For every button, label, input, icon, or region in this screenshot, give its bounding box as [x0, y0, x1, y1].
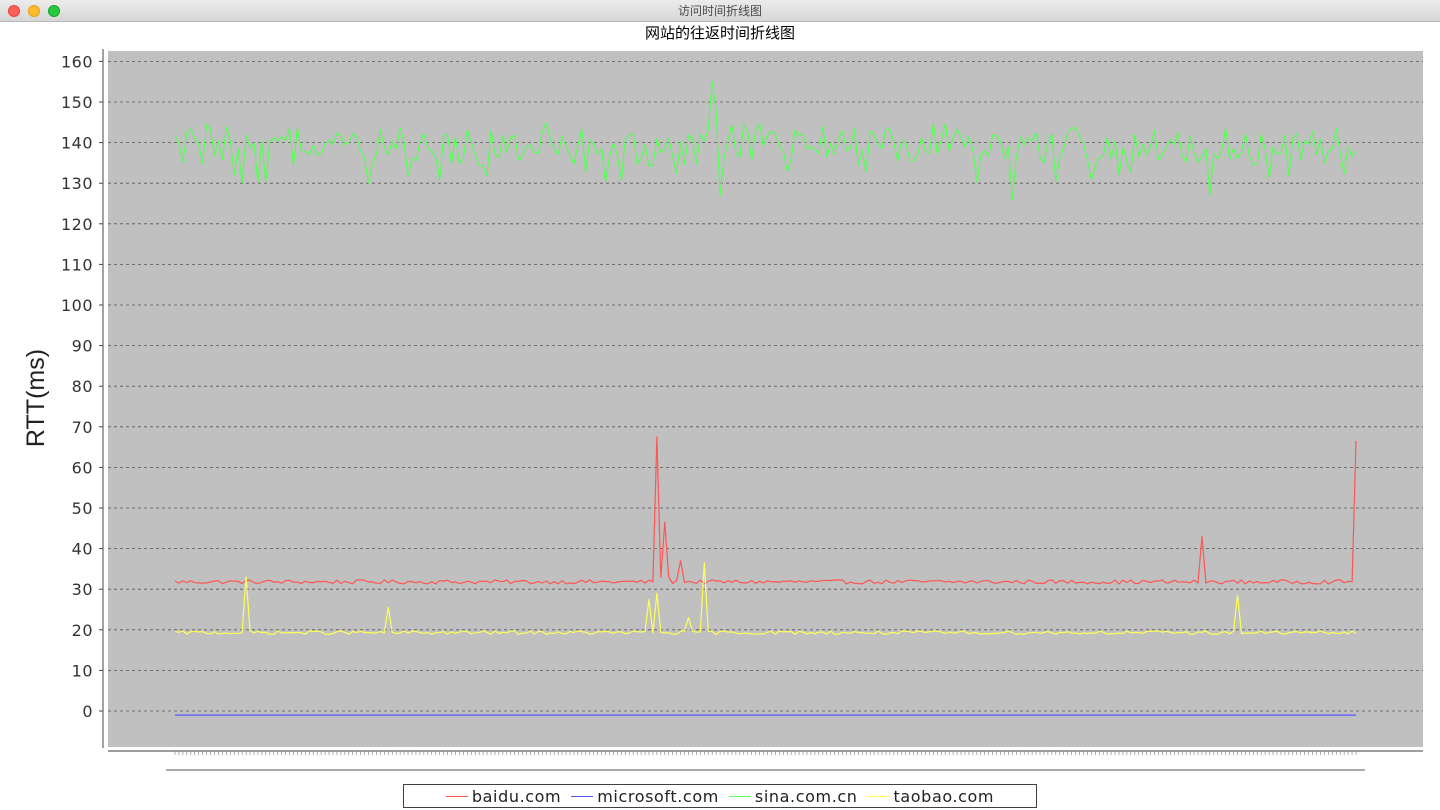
y-tick-label-160: 160	[61, 52, 93, 71]
window-titlebar[interactable]: 访问时间折线图	[0, 0, 1440, 22]
y-tick-label-50: 50	[72, 499, 93, 518]
y-tick-label-60: 60	[72, 458, 93, 477]
y-tick-label-90: 90	[72, 337, 93, 356]
y-tick-label-80: 80	[72, 377, 93, 396]
legend-label: sina.com.cn	[754, 786, 858, 806]
y-tick-label-100: 100	[61, 296, 93, 315]
y-axis-label: RTT(ms)	[22, 349, 50, 447]
legend-item-microsoft-com: microsoft.com	[571, 787, 719, 806]
legend-swatch	[571, 795, 594, 797]
legend-swatch	[867, 795, 890, 797]
series-line-baidu-com	[174, 436, 1357, 585]
y-tick-label-0: 0	[82, 702, 93, 721]
y-tick-label-10: 10	[72, 661, 93, 680]
chart-legend: baidu.com microsoft.com sina.com.cn taobao.…	[403, 784, 1037, 808]
y-tick-label-40: 40	[72, 540, 93, 559]
y-tick-label-120: 120	[61, 215, 93, 234]
legend-swatch	[728, 795, 751, 797]
y-tick-label-130: 130	[61, 174, 93, 193]
zoom-window-button[interactable]	[48, 5, 60, 17]
legend-label: baidu.com	[471, 786, 562, 806]
y-tick-label-20: 20	[72, 621, 93, 640]
chart-title: 网站的往返时间折线图	[644, 24, 795, 42]
minimize-window-button[interactable]	[28, 5, 40, 17]
close-window-button[interactable]	[8, 5, 20, 17]
plot-background	[108, 51, 1423, 747]
y-tick-label-150: 150	[61, 93, 93, 112]
legend-swatch	[445, 795, 468, 797]
legend-label: microsoft.com	[597, 786, 719, 806]
window-title: 访问时间折线图	[677, 4, 762, 18]
y-tick-label-140: 140	[61, 134, 93, 153]
series-line-sina-com-cn	[174, 81, 1357, 200]
series-line-taobao-com	[174, 562, 1357, 636]
y-tick-label-70: 70	[72, 418, 93, 437]
y-tick-label-110: 110	[61, 255, 93, 274]
legend-item-taobao-com: taobao.com	[867, 786, 995, 806]
legend-item-sina-com-cn: sina.com.cn	[728, 786, 858, 806]
y-tick-label-30: 30	[72, 580, 93, 599]
legend-item-baidu-com: baidu.com	[445, 786, 562, 806]
legend-label: taobao.com	[893, 786, 995, 806]
